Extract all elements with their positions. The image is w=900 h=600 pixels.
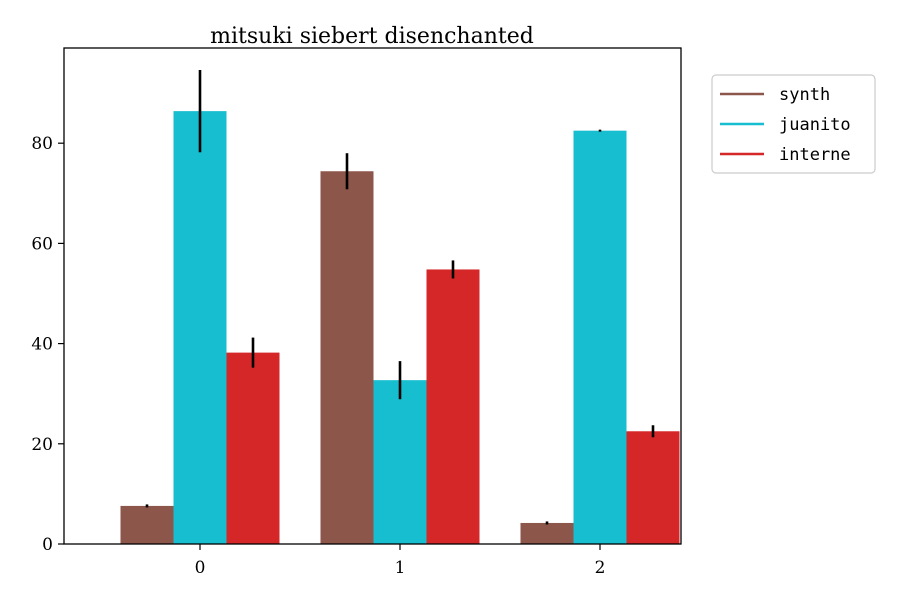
bar-juanito-2	[573, 130, 627, 544]
y-axis: 0 20 40 60 80	[31, 134, 64, 555]
x-tick-label-2: 2	[595, 558, 606, 578]
bar-synth-0	[120, 505, 174, 544]
legend-label-interne: interne	[779, 145, 851, 165]
legend-label-juanito: juanito	[779, 115, 851, 135]
bar-synth-1	[320, 171, 374, 545]
bar-juanito-1	[373, 380, 427, 544]
legend: synth juanito interne	[711, 74, 876, 174]
bar-interne-0	[226, 352, 280, 544]
legend-box	[711, 74, 876, 174]
bars-layer	[120, 111, 680, 545]
x-tick-label-1: 1	[395, 558, 406, 578]
y-tick-label-0: 0	[42, 535, 53, 555]
chart-title: mitsuki siebert disenchanted	[210, 24, 534, 49]
bar-juanito-0	[173, 111, 227, 545]
y-tick-label-80: 80	[31, 134, 53, 154]
y-tick-label-40: 40	[31, 335, 53, 355]
bar-synth-2	[520, 522, 574, 544]
y-tick-label-20: 20	[31, 435, 53, 455]
x-tick-label-0: 0	[195, 558, 206, 578]
y-tick-label-60: 60	[31, 234, 53, 254]
bar-interne-2	[626, 431, 680, 544]
error-bars-layer	[145, 70, 655, 525]
bar-interne-1	[426, 269, 480, 544]
plot-frame	[63, 47, 682, 545]
x-axis: 0 1 2	[195, 544, 606, 578]
legend-label-synth: synth	[779, 85, 830, 105]
